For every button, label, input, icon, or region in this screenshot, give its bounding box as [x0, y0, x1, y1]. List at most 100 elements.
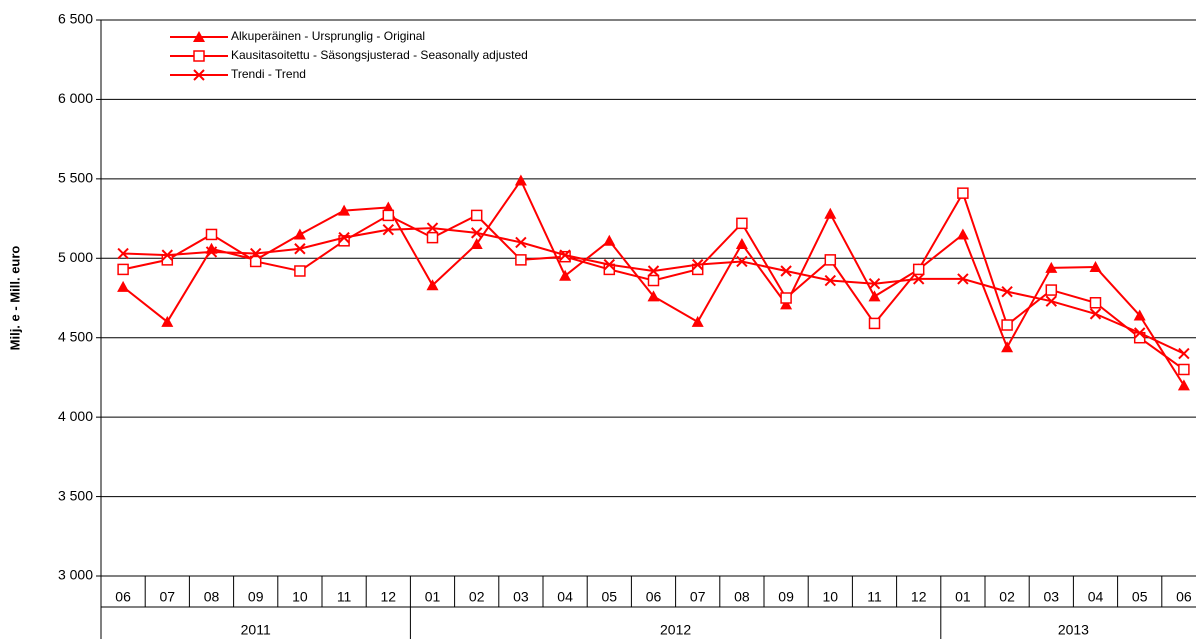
x-group-label: 2012 — [660, 622, 691, 638]
point — [426, 279, 439, 291]
x-tick-label: 01 — [425, 589, 441, 605]
point — [957, 187, 969, 199]
x-tick-label: 04 — [557, 589, 573, 605]
point — [1089, 261, 1102, 273]
point — [1045, 261, 1058, 273]
point — [426, 231, 439, 244]
point — [515, 236, 527, 249]
y-tick-label: 6 500 — [58, 11, 93, 27]
x-tick-label: 01 — [955, 589, 971, 605]
point — [249, 247, 262, 260]
y-tick-label: 5 000 — [58, 249, 93, 265]
point — [382, 209, 395, 222]
x-tick-label: 03 — [513, 589, 529, 605]
y-tick-label: 4 500 — [58, 328, 93, 344]
x-tick-label: 05 — [602, 589, 618, 605]
y-tick-label: 5 500 — [58, 170, 93, 186]
point — [470, 237, 483, 249]
x-tick-label: 11 — [867, 589, 882, 605]
point — [1001, 285, 1013, 298]
legend-label: Trendi - Trend — [231, 67, 306, 81]
point — [1177, 379, 1190, 391]
point — [868, 317, 881, 330]
point — [559, 249, 571, 261]
legend-marker — [193, 69, 205, 81]
point — [382, 223, 395, 236]
x-tick-label: 02 — [469, 589, 485, 605]
x-tick-label: 03 — [1044, 589, 1060, 605]
point — [426, 222, 439, 234]
x-tick-label: 10 — [823, 589, 839, 605]
point — [117, 263, 129, 276]
point — [515, 254, 527, 266]
x-tick-label: 04 — [1088, 589, 1104, 605]
point — [736, 217, 748, 230]
point — [1133, 327, 1146, 339]
point — [470, 209, 483, 222]
x-tick-label: 12 — [381, 589, 397, 605]
point — [338, 235, 350, 247]
point — [736, 255, 748, 268]
point — [514, 174, 527, 186]
point — [1089, 297, 1102, 309]
point — [1001, 341, 1014, 353]
x-tick-label: 09 — [248, 589, 264, 605]
legend-label: Kausitasoitettu - Säsongsjusterad - Seas… — [231, 48, 528, 62]
point — [780, 292, 792, 304]
legend-marker — [193, 50, 205, 62]
point — [205, 242, 218, 254]
point — [912, 263, 925, 276]
point — [956, 228, 969, 240]
x-tick-label: 05 — [1132, 589, 1148, 605]
y-tick-label: 6 000 — [58, 90, 93, 106]
point — [205, 228, 218, 241]
point — [294, 265, 306, 277]
x-tick-label: 02 — [999, 589, 1015, 605]
point — [957, 273, 969, 285]
point — [1133, 309, 1146, 321]
x-tick-label: 06 — [646, 589, 662, 605]
point — [559, 269, 572, 281]
point — [338, 204, 351, 216]
x-tick-label: 06 — [115, 589, 131, 605]
point — [161, 315, 174, 327]
point — [647, 290, 660, 302]
y-axis-label: Milj. e - Mill. euro — [7, 246, 22, 351]
point — [1178, 363, 1190, 376]
point — [1045, 295, 1058, 307]
x-tick-label: 08 — [734, 589, 750, 605]
x-tick-label: 06 — [1176, 589, 1192, 605]
y-tick-label: 3 500 — [58, 487, 93, 503]
point — [691, 315, 704, 327]
point — [1178, 347, 1190, 360]
y-tick-label: 3 000 — [58, 567, 93, 583]
point — [117, 247, 129, 260]
point — [691, 258, 704, 271]
x-tick-label: 11 — [337, 589, 352, 605]
point — [603, 258, 616, 271]
x-tick-label: 07 — [160, 589, 176, 605]
point — [824, 274, 837, 287]
point — [780, 298, 793, 310]
point — [868, 290, 881, 302]
point — [117, 280, 130, 292]
point — [161, 249, 174, 261]
legend-label: Alkuperäinen - Ursprunglig - Original — [231, 29, 425, 43]
point — [868, 277, 881, 290]
x-group-label: 2013 — [1058, 622, 1089, 638]
point — [249, 255, 262, 268]
point — [780, 265, 792, 277]
point — [338, 231, 350, 244]
point — [912, 273, 925, 285]
point — [647, 265, 660, 277]
point — [205, 246, 218, 258]
point — [824, 207, 837, 219]
point — [735, 237, 748, 249]
y-tick-label: 4 000 — [58, 408, 93, 424]
x-tick-label: 07 — [690, 589, 706, 605]
x-tick-label: 12 — [911, 589, 927, 605]
point — [1045, 284, 1058, 296]
x-tick-label: 09 — [778, 589, 794, 605]
point — [824, 254, 837, 266]
